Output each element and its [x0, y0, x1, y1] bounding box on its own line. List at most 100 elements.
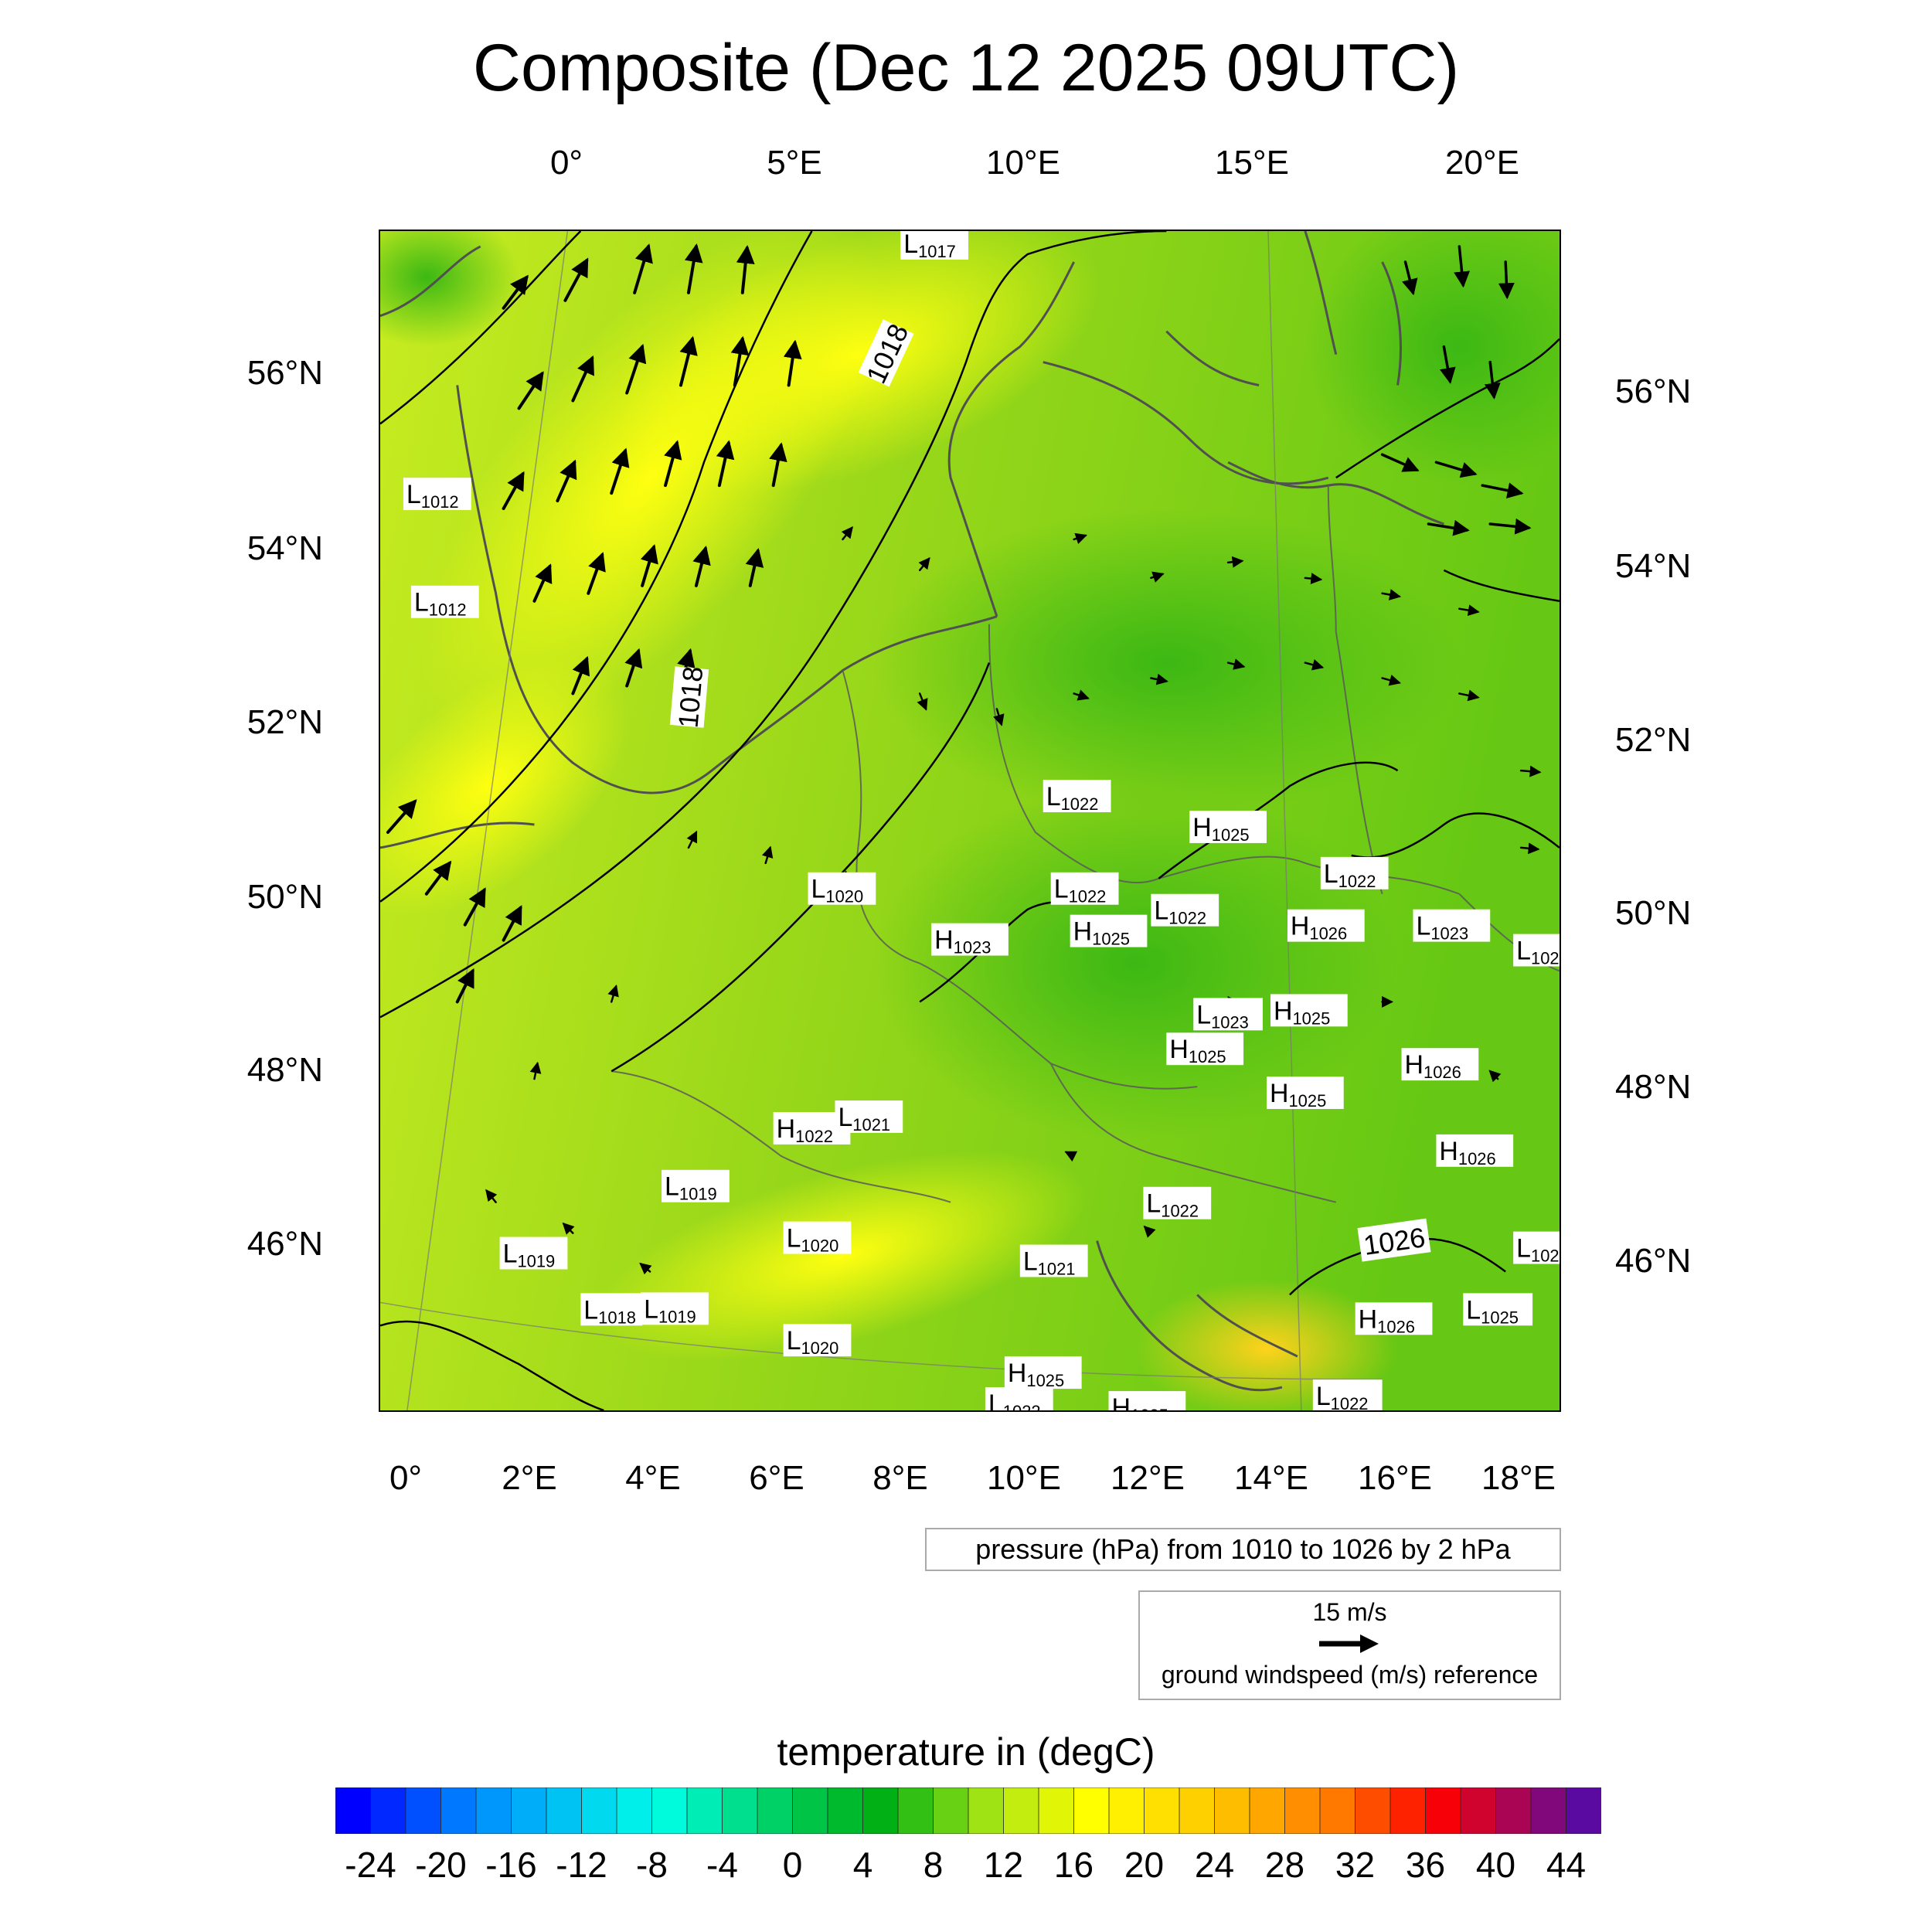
bottom-lon-label: 14°E: [1234, 1459, 1308, 1497]
wind-arrow: [625, 343, 647, 395]
svg-text:H1026: H1026: [1291, 912, 1347, 944]
svg-text:L1022: L1022: [1324, 859, 1376, 891]
pressure-center: L1022: [1320, 856, 1389, 891]
wind-arrow: [1402, 260, 1418, 296]
top-lon-label: 20°E: [1445, 144, 1519, 182]
wind-reference-speed: 15 m/s: [1312, 1598, 1387, 1626]
pressure-center: L102: [1513, 1231, 1560, 1266]
svg-text:H1026: H1026: [1405, 1050, 1461, 1082]
svg-text:H1025: H1025: [1008, 1359, 1064, 1390]
colorbar-swatch: [862, 1787, 899, 1834]
pressure-center: L1020: [808, 872, 876, 906]
colorbar-tick-label: 40: [1475, 1845, 1516, 1885]
colorbar-tick-label: 0: [782, 1845, 803, 1885]
svg-text:L1012: L1012: [406, 480, 459, 512]
wind-arrow: [1226, 658, 1246, 670]
svg-text:L102: L102: [1516, 1234, 1559, 1266]
wind-arrow: [1434, 461, 1478, 478]
wind-arrow: [386, 799, 417, 834]
temperature-map: 1018 1018 1026 L1017 L1012 L1012 L1022 H…: [379, 230, 1561, 1412]
wind-arrow: [640, 544, 658, 587]
colorbar-swatch: [1389, 1787, 1427, 1834]
colorbar-swatch: [1355, 1787, 1391, 1834]
wind-arrow: [502, 274, 529, 310]
pressure-center: H1023: [931, 923, 1009, 957]
wind-arrow: [463, 887, 486, 927]
map-title: Composite (Dec 12 2025 09UTC): [472, 31, 1460, 105]
wind-arrow: [502, 905, 522, 942]
colorbar-swatch: [686, 1787, 723, 1834]
wind-arrow: [1073, 689, 1090, 701]
pressure-center: H1025: [1004, 1356, 1082, 1390]
colorbar-swatch: [1003, 1787, 1039, 1834]
wind-arrow: [1073, 532, 1087, 545]
wind-arrow: [686, 830, 698, 849]
pressure-center: H1025: [1270, 994, 1348, 1028]
colorbar-swatch: [933, 1787, 969, 1834]
pressure-center: L1022: [1151, 893, 1219, 928]
wind-arrow: [1519, 842, 1540, 855]
wind-arrow: [610, 447, 630, 495]
wind-arrow: [502, 471, 525, 511]
svg-text:L1021: L1021: [1023, 1247, 1076, 1278]
bottom-lon-label: 2°E: [502, 1459, 557, 1497]
wind-arrow: [684, 243, 703, 294]
left-lat-label: 54°N: [247, 529, 323, 567]
colorbar-swatch: [827, 1787, 864, 1834]
pressure-center: H1026: [1355, 1302, 1433, 1336]
wind-arrow: [607, 985, 619, 1003]
pressure-center: H1025: [1189, 811, 1267, 845]
colorbar-swatch: [546, 1787, 583, 1834]
svg-text:L1022: L1022: [1154, 896, 1206, 928]
left-lat-label: 50°N: [247, 878, 323, 916]
colorbar-swatch: [1566, 1787, 1601, 1834]
coastlines: [380, 231, 1444, 1392]
left-lat-label: 52°N: [247, 703, 323, 741]
svg-text:L1019: L1019: [503, 1240, 556, 1271]
wind-reference-arrow-icon: [1318, 1634, 1379, 1653]
colorbar-tick-label: 24: [1194, 1845, 1235, 1885]
colorbar-swatch: [757, 1787, 794, 1834]
svg-text:L1020: L1020: [787, 1326, 839, 1358]
svg-text:L1023: L1023: [1196, 1000, 1249, 1032]
cool-area: [380, 231, 519, 347]
left-lat-label: 56°N: [247, 354, 323, 392]
isobar-label: 1018: [669, 665, 709, 730]
wind-arrow: [624, 648, 643, 688]
colorbar-swatch: [1284, 1787, 1321, 1834]
wind-arrow: [517, 371, 544, 410]
colorbar-swatch: [1073, 1787, 1110, 1834]
wind-arrow: [736, 244, 755, 294]
right-lat-label: 54°N: [1615, 547, 1692, 585]
svg-text:L1020: L1020: [811, 875, 864, 906]
bottom-lon-label: 18°E: [1481, 1459, 1556, 1497]
wind-arrow: [529, 1061, 542, 1080]
svg-text:H1025: H1025: [1270, 1079, 1326, 1111]
svg-text:L1012: L1012: [414, 588, 467, 620]
wind-reference-label: ground windspeed (m/s) reference: [1161, 1661, 1539, 1689]
wind-arrow: [761, 845, 774, 865]
wind-arrow: [1226, 556, 1244, 568]
pressure-center: H1026: [1287, 909, 1365, 944]
wind-arrow: [1440, 345, 1456, 384]
wind-arrow: [1150, 673, 1168, 685]
isobar-label-text: 1018: [673, 665, 709, 730]
pressure-center: L1020: [783, 1221, 852, 1256]
colorbar-swatch: [1495, 1787, 1532, 1834]
colorbar-swatch: [616, 1787, 653, 1834]
colorbar-swatch: [475, 1787, 512, 1834]
top-lon-label: 15°E: [1215, 144, 1289, 182]
wind-arrow: [563, 257, 589, 302]
colorbar-swatch: [1214, 1787, 1250, 1834]
colorbar-tick-label: -4: [706, 1845, 738, 1885]
pressure-center: H1026: [1401, 1048, 1479, 1082]
colorbar-swatch: [335, 1787, 372, 1834]
colorbar-swatch: [511, 1787, 547, 1834]
top-lon-label: 0°: [549, 144, 583, 182]
wind-arrow: [1484, 360, 1501, 400]
wind-arrow: [692, 546, 711, 587]
wind-arrow: [1064, 1151, 1078, 1162]
wind-arrow: [841, 526, 853, 541]
svg-text:L1019: L1019: [665, 1172, 717, 1204]
colorbar-swatch: [722, 1787, 758, 1834]
